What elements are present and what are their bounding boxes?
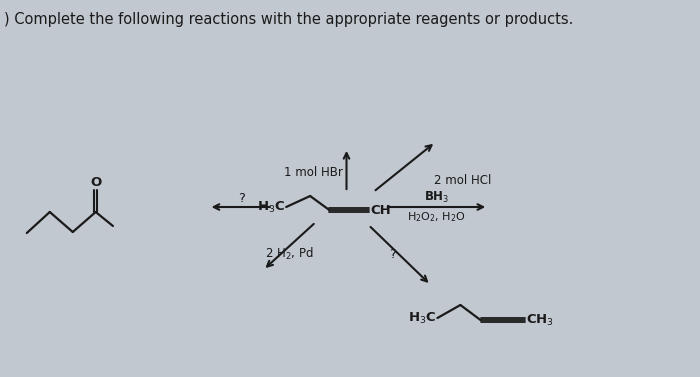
Text: CH: CH — [370, 204, 391, 216]
Text: 1 mol HBr: 1 mol HBr — [284, 166, 343, 178]
Text: H$_2$O$_2$, H$_2$O: H$_2$O$_2$, H$_2$O — [407, 210, 466, 224]
Text: ?: ? — [238, 192, 244, 204]
Text: O: O — [90, 176, 101, 190]
Text: 2 H$_2$, Pd: 2 H$_2$, Pd — [265, 246, 314, 262]
Text: CH$_3$: CH$_3$ — [526, 313, 554, 328]
Text: 2 mol HCl: 2 mol HCl — [433, 173, 491, 187]
Text: H$_3$C: H$_3$C — [408, 310, 437, 326]
Text: BH$_3$: BH$_3$ — [424, 190, 449, 205]
Text: ?: ? — [390, 248, 396, 262]
Text: ) Complete the following reactions with the appropriate reagents or products.: ) Complete the following reactions with … — [4, 12, 573, 27]
Text: H$_3$C: H$_3$C — [257, 199, 285, 215]
